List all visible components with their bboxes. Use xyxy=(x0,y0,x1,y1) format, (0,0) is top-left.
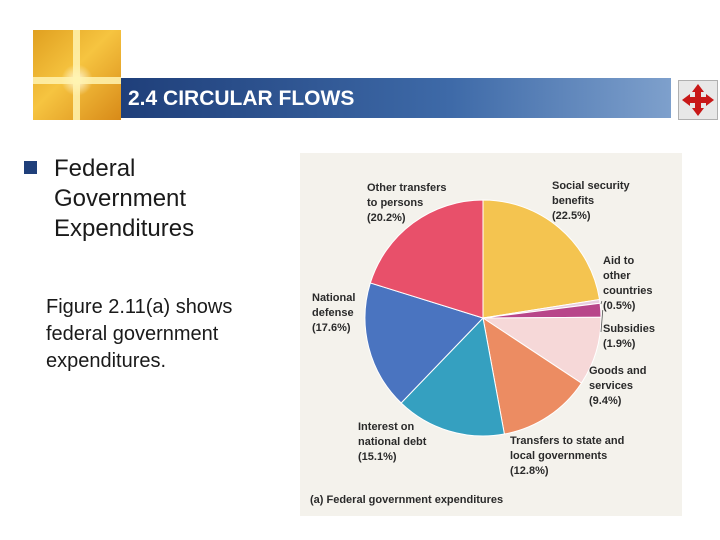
pie-slice xyxy=(400,316,505,437)
slice-label-line: countries xyxy=(603,285,653,297)
slice-label-line: benefits xyxy=(552,195,594,207)
body-line: expenditures. xyxy=(46,350,167,372)
slice-label: Interest on national debt (15.1%) xyxy=(358,421,427,463)
slice-label-line: other xyxy=(603,270,631,282)
bullet-square-icon xyxy=(24,161,37,174)
slice-label-line: Goods and xyxy=(589,365,646,377)
slice-label-line: local governments xyxy=(510,450,607,462)
slice-label: Aid to other countries (0.5%) xyxy=(603,255,653,312)
slice-label-line: (17.6%) xyxy=(312,322,351,334)
slice-label: Other transfers to persons (20.2%) xyxy=(367,182,446,224)
section-heading: Federal Government Expenditures xyxy=(54,154,194,244)
pie-slice xyxy=(369,199,484,319)
body-line: federal government xyxy=(46,323,219,345)
navigation-button[interactable] xyxy=(678,80,718,120)
slice-label-line: Other transfers xyxy=(367,182,446,194)
slice-label-line: to persons xyxy=(367,197,423,209)
pie-slice xyxy=(364,282,484,404)
slice-label-line: (15.1%) xyxy=(358,451,397,463)
slice-label-line: Aid to xyxy=(603,255,634,267)
slice-label-line: Transfers to state and xyxy=(510,435,624,447)
slice-label: Transfers to state and local governments (… xyxy=(510,435,624,477)
slice-label: Goods and services (9.4%) xyxy=(589,365,646,407)
label-leader-line xyxy=(600,300,603,305)
slice-label-line: (1.9%) xyxy=(603,338,636,350)
slice-label-line: Social security xyxy=(552,180,631,192)
slice-label: National defense (17.6%) xyxy=(312,292,355,334)
slice-label-line: (9.4%) xyxy=(589,395,622,407)
slice-label-line: (22.5%) xyxy=(552,210,591,222)
slice-label-line: Interest on xyxy=(358,421,415,433)
slice-label: Social security benefits (22.5%) xyxy=(552,180,631,222)
body-text: Figure 2.11(a) shows federal government … xyxy=(46,294,286,375)
title-bar xyxy=(121,78,671,118)
label-leader-line xyxy=(600,310,604,333)
slice-label-line: (20.2%) xyxy=(367,212,406,224)
slice-label-line: National xyxy=(312,292,355,304)
slice-label-line: Subsidies xyxy=(603,323,655,335)
cross-logo xyxy=(33,30,121,120)
logo-cross-horizontal xyxy=(33,77,121,84)
heading-line: Federal xyxy=(54,155,136,182)
four-way-arrows-icon xyxy=(682,84,714,116)
chart-caption: (a) Federal government expenditures xyxy=(310,494,503,506)
slice-label-line: national debt xyxy=(358,436,427,448)
heading-line: Government xyxy=(54,185,187,212)
slice-label-line: (0.5%) xyxy=(603,300,636,312)
pie-slice xyxy=(482,199,601,319)
slide-title: 2.4 CIRCULAR FLOWS xyxy=(128,87,355,110)
slice-label: Subsidies (1.9%) xyxy=(603,323,655,350)
pie-slice xyxy=(482,316,583,435)
pie-chart-panel: Social security benefits (22.5%) Aid to othe… xyxy=(300,153,682,516)
body-line: Figure 2.11(a) shows xyxy=(46,296,233,318)
pie-chart: Social security benefits (22.5%) Aid to othe… xyxy=(310,180,655,506)
logo-cross-vertical xyxy=(73,30,80,120)
slice-label-line: (12.8%) xyxy=(510,465,549,477)
slice-label-line: defense xyxy=(312,307,354,319)
heading-line: Expenditures xyxy=(54,215,195,242)
slice-label-line: services xyxy=(589,380,633,392)
